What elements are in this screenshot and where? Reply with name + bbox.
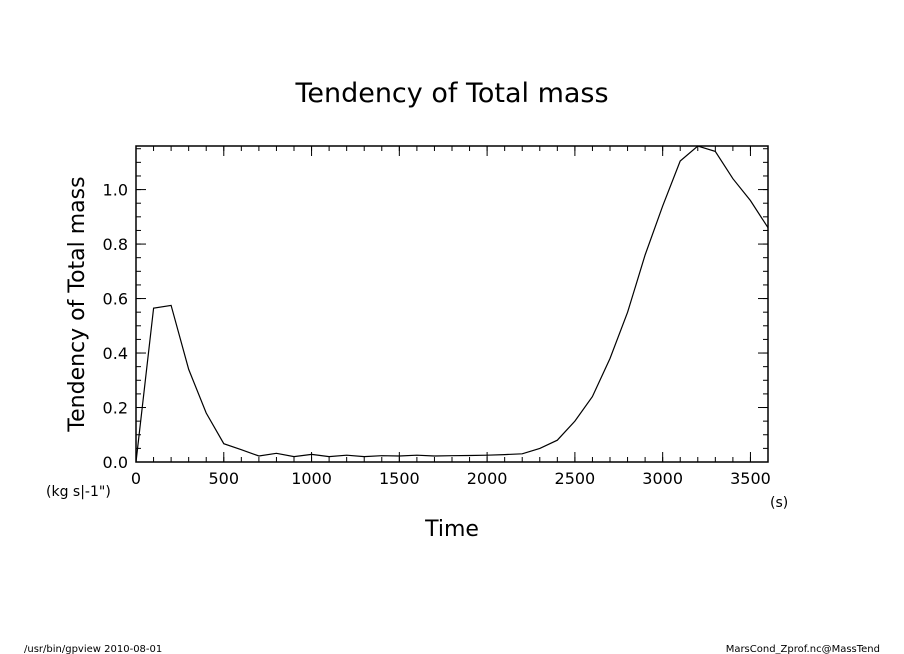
axis-ticks xyxy=(135,146,769,463)
footer-left: /usr/bin/gpview 2010-08-01 xyxy=(24,644,162,654)
y-tick-label: 0.2 xyxy=(103,399,128,418)
x-tick-label: 2500 xyxy=(555,469,596,488)
x-tick-label: 500 xyxy=(209,469,240,488)
x-tick-label: 0 xyxy=(131,469,141,488)
footer-right: MarsCond_Zprof.nc@MassTend xyxy=(726,644,880,654)
y-axis-unit: (kg s|-1") xyxy=(46,484,111,500)
y-tick-label: 0.6 xyxy=(103,290,128,309)
y-tick-label: 0.8 xyxy=(103,235,128,254)
tick-labels: 0 500 1000 1500 2000 2500 3000 3500 0.0 0.2 0.4 0.6… xyxy=(103,181,771,488)
x-tick-label: 3500 xyxy=(730,469,771,488)
x-tick-label: 1500 xyxy=(379,469,420,488)
x-tick-label: 3000 xyxy=(642,469,683,488)
y-tick-label: 1.0 xyxy=(103,181,128,200)
series-line xyxy=(135,145,769,463)
chart-title: Tendency of Total mass xyxy=(294,78,608,109)
x-tick-label: 1000 xyxy=(291,469,332,488)
y-tick-label: 0.4 xyxy=(103,344,128,363)
y-axis-label: Tendency of Total mass xyxy=(65,176,90,432)
x-axis-label: Time xyxy=(424,517,479,542)
x-axis-unit: (s) xyxy=(770,495,788,511)
y-tick-label: 0.0 xyxy=(103,453,128,472)
plot-frame xyxy=(135,145,769,463)
x-tick-label: 2000 xyxy=(467,469,508,488)
